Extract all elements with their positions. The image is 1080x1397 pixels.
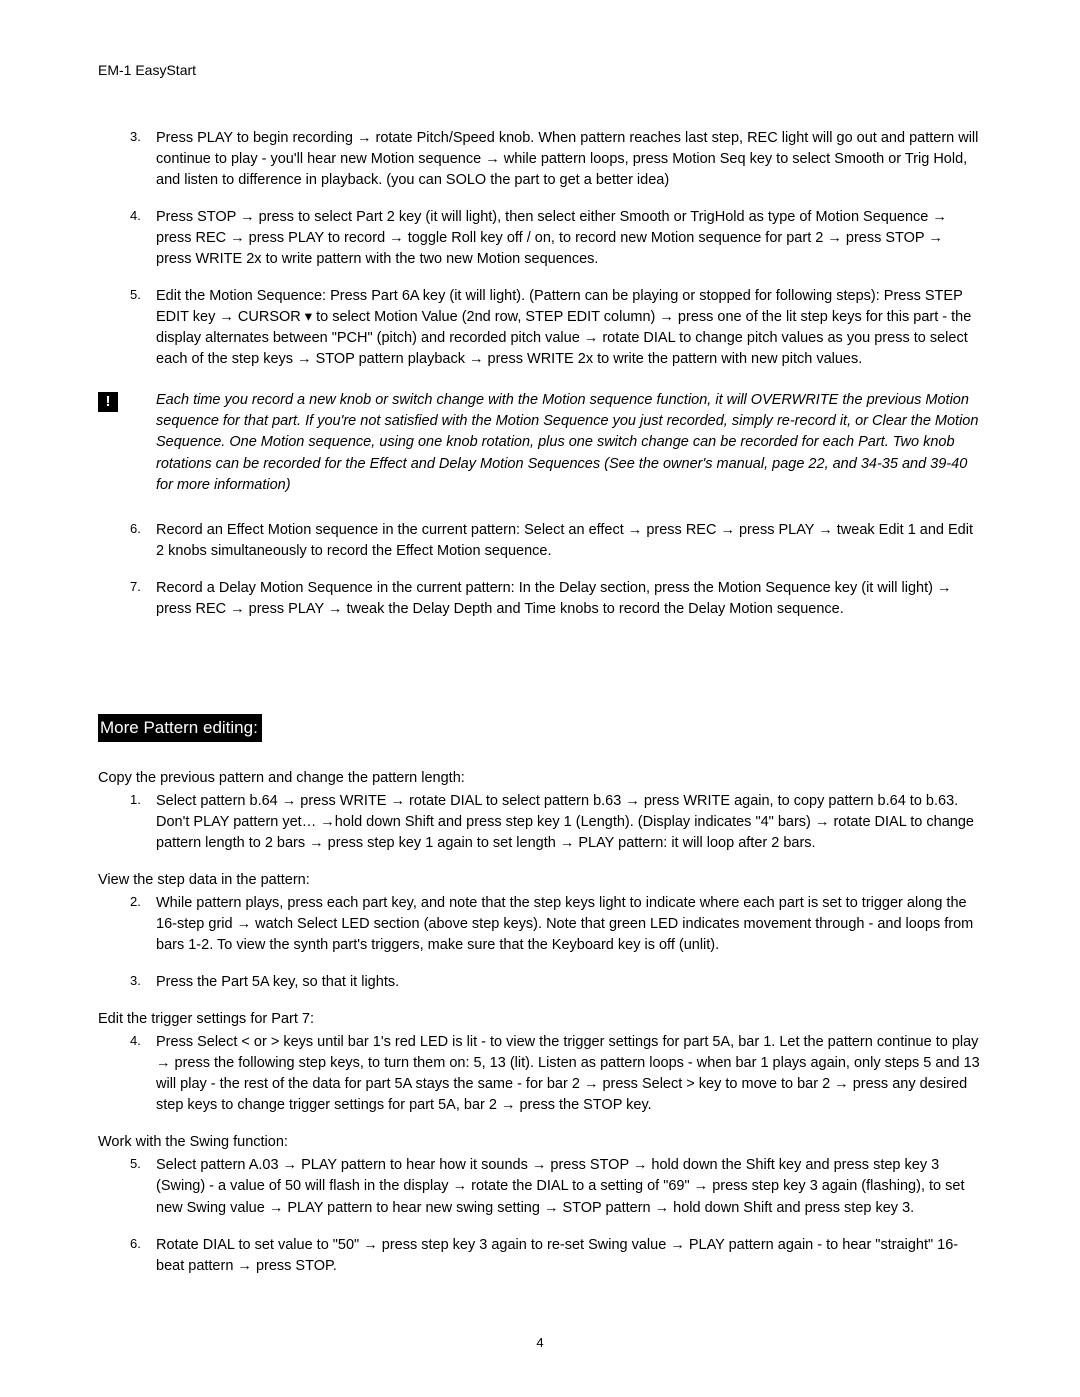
- item-number: 7.: [130, 578, 141, 597]
- item-text: Press the Part 5A key, so that it lights…: [156, 974, 399, 990]
- item-number: 5.: [130, 286, 141, 305]
- instruction-list-1: 3. Press PLAY to begin recording → rotat…: [98, 128, 982, 370]
- item-number: 4.: [130, 1032, 141, 1051]
- list-item: 2. While pattern plays, press each part …: [156, 893, 982, 956]
- list-item: 5. Edit the Motion Sequence: Press Part …: [156, 286, 982, 370]
- item-text: Rotate DIAL to set value to "50" → press…: [156, 1237, 958, 1274]
- page-number: 4: [0, 1334, 1080, 1353]
- section-heading: More Pattern editing:: [98, 714, 262, 743]
- item-text: Select pattern b.64 → press WRITE → rota…: [156, 793, 974, 851]
- list-item: 3. Press PLAY to begin recording → rotat…: [156, 128, 982, 191]
- list-item: 1. Select pattern b.64 → press WRITE → r…: [156, 791, 982, 854]
- item-text: Record an Effect Motion sequence in the …: [156, 522, 973, 559]
- item-text: While pattern plays, press each part key…: [156, 895, 973, 953]
- list-item: 3. Press the Part 5A key, so that it lig…: [156, 972, 982, 993]
- list-item: 4. Press STOP → press to select Part 2 k…: [156, 207, 982, 270]
- item-text: Edit the Motion Sequence: Press Part 6A …: [156, 288, 971, 367]
- item-number: 6.: [130, 520, 141, 539]
- item-number: 3.: [130, 972, 141, 991]
- item-text: Press STOP → press to select Part 2 key …: [156, 209, 947, 267]
- item-number: 1.: [130, 791, 141, 810]
- instruction-list-2a: 1. Select pattern b.64 → press WRITE → r…: [98, 791, 982, 854]
- sub-heading: Copy the previous pattern and change the…: [98, 768, 982, 789]
- list-item: 6. Rotate DIAL to set value to "50" → pr…: [156, 1235, 982, 1277]
- instruction-list-1b: 6. Record an Effect Motion sequence in t…: [98, 520, 982, 620]
- instruction-list-2b: 2. While pattern plays, press each part …: [98, 893, 982, 993]
- item-text: Press PLAY to begin recording → rotate P…: [156, 130, 978, 188]
- item-text: Select pattern A.03 → PLAY pattern to he…: [156, 1157, 964, 1215]
- item-number: 2.: [130, 893, 141, 912]
- sub-heading: View the step data in the pattern:: [98, 870, 982, 891]
- list-item: 5. Select pattern A.03 → PLAY pattern to…: [156, 1155, 982, 1218]
- sub-heading: Edit the trigger settings for Part 7:: [98, 1009, 982, 1030]
- item-number: 6.: [130, 1235, 141, 1254]
- note-callout: ! Each time you record a new knob or swi…: [98, 390, 982, 495]
- list-item: 4. Press Select < or > keys until bar 1'…: [156, 1032, 982, 1116]
- page-content: EM-1 EasyStart 3. Press PLAY to begin re…: [0, 0, 1080, 1333]
- list-item: 6. Record an Effect Motion sequence in t…: [156, 520, 982, 562]
- item-number: 4.: [130, 207, 141, 226]
- item-number: 3.: [130, 128, 141, 147]
- instruction-list-2d: 5. Select pattern A.03 → PLAY pattern to…: [98, 1155, 982, 1276]
- warning-icon: !: [98, 392, 118, 412]
- item-text: Record a Delay Motion Sequence in the cu…: [156, 580, 952, 617]
- item-text: Press Select < or > keys until bar 1's r…: [156, 1034, 980, 1113]
- document-header: EM-1 EasyStart: [98, 60, 982, 80]
- list-item: 7. Record a Delay Motion Sequence in the…: [156, 578, 982, 620]
- sub-heading: Work with the Swing function:: [98, 1132, 982, 1153]
- note-text: Each time you record a new knob or switc…: [118, 390, 982, 495]
- instruction-list-2c: 4. Press Select < or > keys until bar 1'…: [98, 1032, 982, 1116]
- item-number: 5.: [130, 1155, 141, 1174]
